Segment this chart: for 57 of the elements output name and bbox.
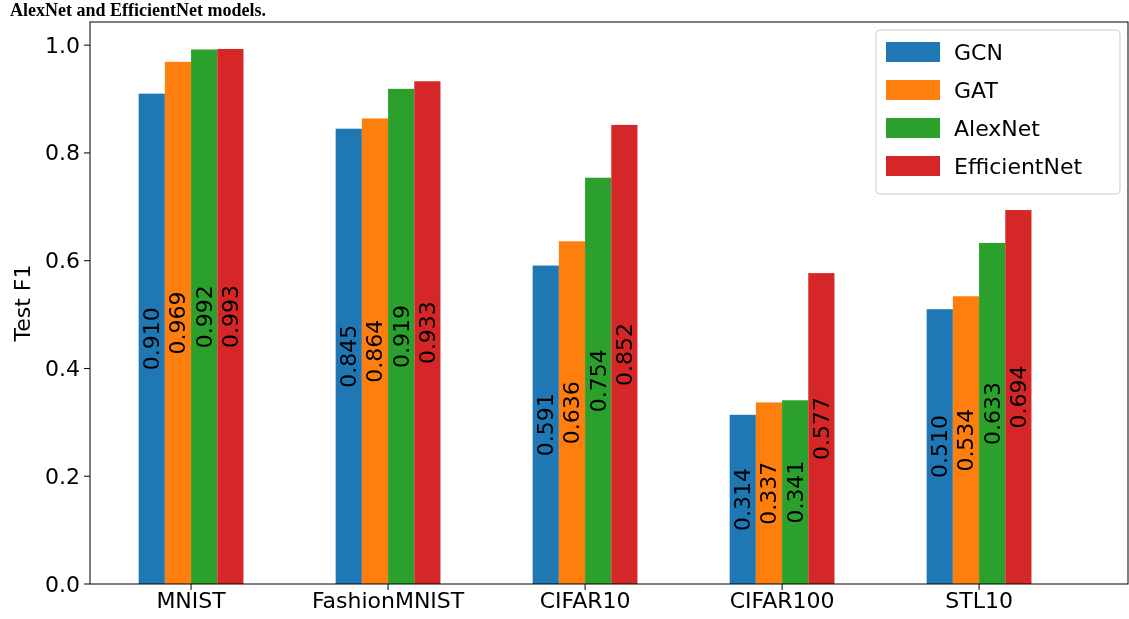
bar: [558, 241, 586, 584]
bar: [926, 309, 953, 584]
data-label: 0.694: [1005, 365, 1031, 429]
bar: [611, 124, 638, 584]
data-label: 0.510: [927, 415, 953, 479]
data-label: 0.314: [730, 467, 756, 531]
bar: [335, 128, 362, 584]
y-tick-label: 0.6: [45, 248, 80, 274]
bar: [782, 400, 809, 584]
bar: [755, 402, 783, 584]
y-tick-label: 1.0: [45, 32, 80, 58]
bar: [532, 265, 559, 584]
data-label: 0.754: [585, 349, 611, 413]
bar: [138, 93, 165, 584]
y-tick-label: 0.2: [45, 463, 80, 489]
y-tick-label: 0.4: [45, 355, 80, 381]
x-tick-label: CIFAR100: [729, 588, 835, 613]
data-label: 0.636: [559, 381, 585, 445]
data-label: 0.919: [388, 304, 414, 368]
legend-label: GCN: [954, 39, 1003, 65]
data-label: 0.845: [336, 324, 362, 388]
data-label: 0.633: [979, 381, 1005, 445]
y-tick-label: 0.8: [45, 140, 80, 166]
y-axis-title: Test F1: [10, 264, 35, 343]
data-label: 0.992: [191, 285, 217, 349]
bar: [729, 414, 756, 584]
x-tick-label: STL10: [945, 588, 1013, 613]
data-label: 0.341: [782, 460, 808, 524]
legend-label: GAT: [954, 77, 999, 103]
data-label: 0.993: [217, 284, 243, 348]
bar: [164, 61, 192, 584]
bar: [979, 242, 1006, 584]
data-label: 0.852: [611, 322, 637, 386]
data-label: 0.969: [165, 291, 191, 355]
bar: [191, 49, 218, 584]
data-label: 0.933: [414, 301, 440, 365]
x-tick-label: CIFAR10: [539, 588, 631, 613]
bar: [414, 81, 441, 584]
data-label: 0.577: [808, 397, 834, 461]
bar: [808, 273, 835, 584]
text: AlexNet and EfficientNet models.: [10, 0, 266, 20]
bar: [952, 296, 980, 584]
data-label: 0.864: [362, 319, 388, 383]
data-label: 0.534: [953, 408, 979, 472]
x-tick-label: MNIST: [156, 588, 227, 613]
bar: [217, 48, 244, 584]
bar: [388, 88, 415, 584]
data-label: 0.591: [533, 393, 559, 457]
bar: [361, 118, 389, 584]
x-tick-label: FashionMNIST: [311, 588, 465, 613]
data-label: 0.910: [139, 307, 165, 371]
legend-label: EfficientNet: [954, 153, 1083, 179]
y-tick-label: 0.0: [45, 571, 80, 597]
bar: [585, 177, 612, 584]
legend-label: AlexNet: [954, 115, 1041, 141]
bar: [1005, 210, 1032, 584]
data-label: 0.337: [756, 461, 782, 525]
